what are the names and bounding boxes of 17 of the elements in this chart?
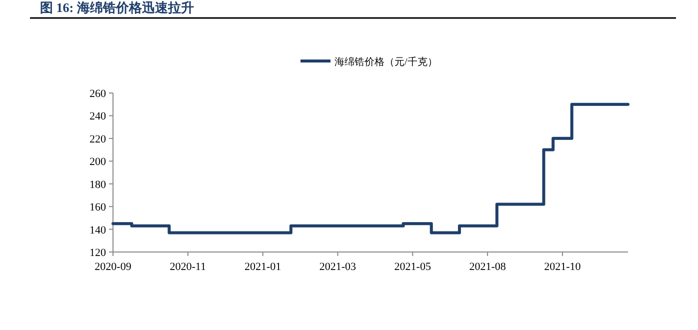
y-tick-label: 140 — [90, 224, 106, 236]
x-tick-label: 2021-03 — [319, 261, 357, 273]
x-tick-label: 2020-11 — [170, 261, 206, 273]
x-tick-label: 2021-01 — [244, 261, 282, 273]
y-tick-label: 240 — [90, 110, 106, 123]
y-tick-label: 200 — [90, 156, 106, 168]
x-tick-label: 2021-08 — [469, 261, 506, 273]
x-tick-label: 2021-10 — [544, 261, 582, 273]
chart-title: 图 16: 海绵锆价格迅速拉升 — [40, 0, 194, 15]
y-tick-label: 260 — [90, 88, 106, 100]
y-tick-label: 160 — [90, 202, 106, 214]
y-tick-label: 220 — [90, 133, 106, 146]
x-tick-label: 2020-09 — [94, 261, 132, 273]
y-tick-label: 180 — [90, 178, 106, 191]
x-tick-label: 2021-05 — [394, 261, 432, 273]
legend-label: 海绵锆价格（元/千克） — [334, 56, 438, 68]
y-tick-label: 120 — [90, 247, 106, 259]
